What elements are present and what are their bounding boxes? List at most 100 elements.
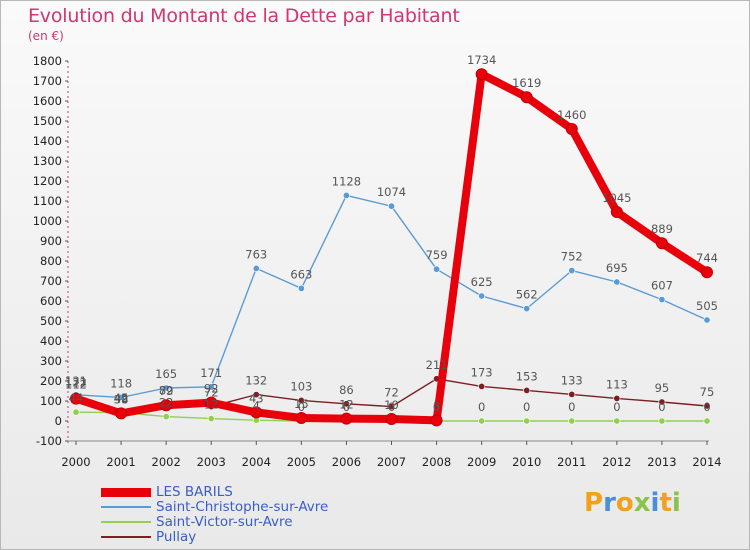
data-label-pullay: 132: [245, 374, 267, 388]
x-tick-label: 2014: [692, 455, 721, 469]
x-tick-label: 2001: [106, 455, 135, 469]
x-tick-label: 2004: [242, 455, 271, 469]
data-label-pullay: 173: [471, 365, 493, 379]
data-point-saint-christophe-sur-avre: [117, 393, 125, 401]
y-tick-label: 400: [40, 334, 62, 348]
x-tick-label: 2009: [467, 455, 496, 469]
data-point-saint-christophe-sur-avre: [433, 265, 441, 273]
data-point-les-barils: [610, 206, 623, 218]
data-point-pullay: [342, 400, 350, 408]
data-label-saint-victor-sur-avre: 44: [69, 391, 84, 405]
data-point-saint-christophe-sur-avre: [613, 278, 621, 286]
data-point-pullay: [613, 394, 621, 402]
y-tick-label: 1100: [33, 194, 62, 208]
y-tick-label: 700: [40, 274, 62, 288]
data-label-saint-victor-sur-avre: 4: [253, 399, 260, 413]
data-label-saint-christophe-sur-avre: 131: [65, 374, 87, 388]
data-point-les-barils: [655, 237, 668, 250]
data-point-saint-christophe-sur-avre: [523, 305, 531, 313]
data-label-saint-victor-sur-avre: 12: [204, 398, 219, 412]
data-label-saint-christophe-sur-avre: 663: [290, 267, 312, 281]
y-tick-label: 800: [40, 254, 62, 268]
data-label-les-barils: 79: [159, 384, 174, 398]
data-label-saint-victor-sur-avre: 0: [298, 400, 305, 414]
data-point-saint-christophe-sur-avre: [387, 202, 395, 210]
data-label-saint-christophe-sur-avre: 505: [696, 299, 718, 313]
data-point-les-barils: [160, 399, 173, 412]
x-tick-label: 2005: [287, 455, 316, 469]
y-tick-label: 1600: [33, 94, 62, 108]
x-tick-label: 2013: [647, 455, 676, 469]
x-tick-label: 2006: [332, 455, 361, 469]
data-label-saint-christophe-sur-avre: 752: [561, 250, 583, 264]
y-tick-label: 100: [40, 394, 62, 408]
legend-swatch: [101, 506, 151, 508]
y-tick-label: 500: [40, 314, 62, 328]
data-point-saint-christophe-sur-avre: [252, 264, 260, 272]
data-label-saint-victor-sur-avre: 0: [478, 400, 485, 414]
data-point-pullay: [252, 391, 260, 399]
y-tick-label: 1200: [33, 174, 62, 188]
data-label-saint-christophe-sur-avre: 625: [471, 275, 493, 289]
data-label-pullay: 211: [426, 358, 448, 372]
data-point-saint-christophe-sur-avre: [207, 383, 215, 391]
data-label-les-barils: 1045: [602, 191, 631, 205]
data-point-pullay: [658, 398, 666, 406]
y-tick-label: 900: [40, 234, 62, 248]
data-point-pullay: [568, 390, 576, 398]
data-point-les-barils: [250, 406, 263, 419]
logo-letter: o: [615, 488, 634, 518]
data-label-pullay: 86: [339, 383, 354, 397]
logo-letter: t: [659, 488, 672, 518]
chart-series: [70, 68, 713, 427]
data-point-pullay: [478, 382, 486, 390]
y-tick-label: -100: [36, 434, 62, 448]
logo-letter: x: [633, 488, 651, 518]
data-label-saint-christophe-sur-avre: 1128: [332, 174, 361, 188]
data-point-saint-christophe-sur-avre: [162, 384, 170, 392]
data-label-saint-victor-sur-avre: 0: [703, 400, 710, 414]
data-label-pullay: 72: [384, 386, 399, 400]
y-tick-label: 200: [40, 374, 62, 388]
data-label-pullay: 153: [516, 369, 538, 383]
data-point-les-barils: [475, 68, 488, 81]
chart-title: Evolution du Montant de la Dette par Hab…: [28, 5, 460, 27]
legend-label: Pullay: [156, 529, 197, 545]
x-tick-label: 2010: [512, 455, 541, 469]
data-point-les-barils: [340, 412, 353, 425]
data-label-saint-christophe-sur-avre: 171: [200, 366, 222, 380]
y-tick-label: 1700: [33, 74, 62, 88]
legend-label: LES BARILS: [156, 484, 233, 500]
data-label-les-barils: 1619: [512, 76, 541, 90]
x-tick-label: 2008: [422, 455, 451, 469]
data-label-saint-christophe-sur-avre: 763: [245, 247, 267, 261]
data-point-saint-victor-sur-avre: [478, 417, 486, 425]
data-label-les-barils: 1734: [467, 53, 496, 67]
y-tick-label: 1400: [33, 134, 62, 148]
y-tick-label: 1500: [33, 114, 62, 128]
data-label-saint-victor-sur-avre: 0: [613, 400, 620, 414]
legend-swatch: [101, 536, 151, 538]
data-label-pullay: 113: [606, 377, 628, 391]
data-point-les-barils: [115, 407, 128, 420]
x-tick-label: 2012: [602, 455, 631, 469]
data-label-les-barils: 889: [651, 222, 673, 236]
data-point-pullay: [297, 396, 305, 404]
data-point-saint-victor-sur-avre: [523, 417, 531, 425]
x-tick-label: 2003: [197, 455, 226, 469]
x-tick-label: 2011: [557, 455, 586, 469]
data-label-pullay: 103: [290, 379, 312, 393]
data-point-saint-victor-sur-avre: [658, 417, 666, 425]
y-tick-label: 1300: [33, 154, 62, 168]
data-label-saint-victor-sur-avre: 0: [343, 400, 350, 414]
data-point-saint-christophe-sur-avre: [568, 267, 576, 275]
x-tick-label: 2000: [61, 455, 90, 469]
data-label-pullay: 75: [700, 385, 715, 399]
y-tick-label: 1800: [33, 54, 62, 68]
data-point-les-barils: [430, 414, 443, 427]
data-label-les-barils: 10: [384, 398, 399, 412]
data-label-pullay: 122: [65, 376, 87, 390]
data-point-les-barils: [701, 266, 713, 279]
data-label-saint-victor-sur-avre: 0: [568, 400, 575, 414]
